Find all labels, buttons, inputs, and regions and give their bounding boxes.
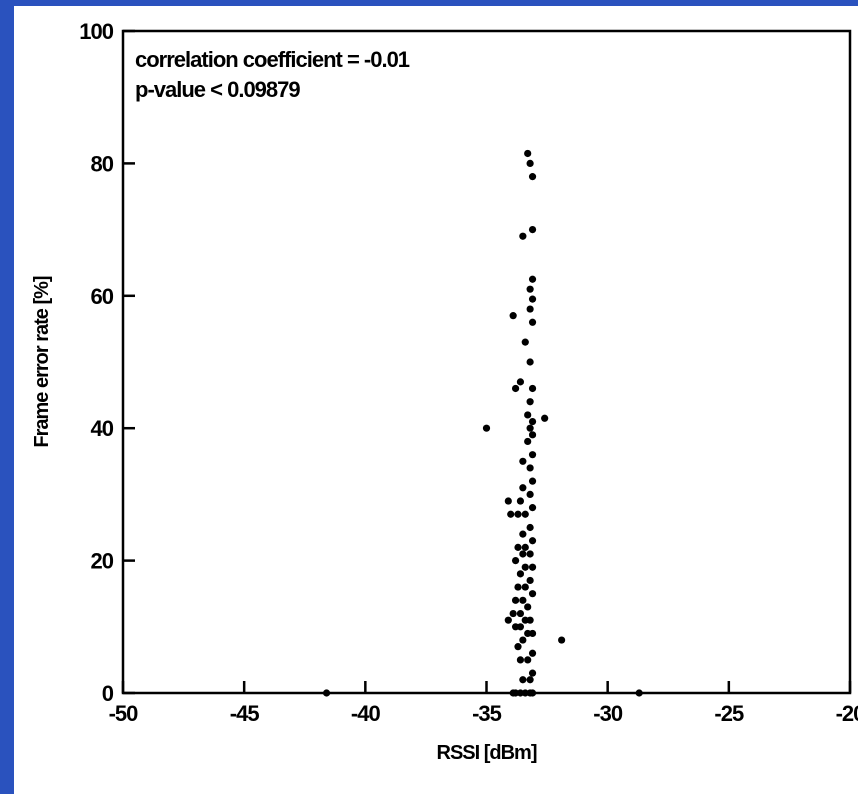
data-point-73 [526, 285, 534, 293]
data-point-46 [521, 510, 529, 518]
data-point-74 [528, 275, 537, 283]
data-point-7 [635, 689, 643, 697]
data-point-0 [322, 689, 331, 697]
data-point-43 [526, 523, 534, 532]
data-point-53 [526, 464, 534, 472]
x-tick-label-5: -25 [714, 701, 744, 726]
data-point-35 [528, 563, 537, 571]
data-point-57 [528, 431, 537, 439]
data-point-45 [514, 510, 522, 518]
chart-panel: -50 -45 -40 -35 -30 -25 -20 0 20 40 60 80 100 RSSI [d… [14, 6, 858, 794]
x-tick-label-2: -40 [351, 701, 381, 726]
data-point-78 [526, 159, 534, 167]
data-point-27 [511, 596, 520, 604]
data-point-13 [528, 649, 537, 657]
data-point-67 [526, 358, 534, 366]
y-axis-title: Frame error rate [%] [31, 276, 53, 448]
data-point-69 [509, 312, 517, 320]
data-point-47 [528, 504, 537, 512]
data-point-10 [528, 669, 537, 677]
x-axis-title: RSSI [dBm] [437, 742, 537, 764]
data-point-76 [528, 226, 537, 234]
data-point-77 [528, 173, 537, 181]
data-point-18 [528, 629, 537, 638]
data-point-66 [528, 384, 537, 393]
data-point-70 [528, 318, 537, 326]
data-point-37 [519, 550, 527, 558]
data-point-36 [511, 557, 520, 565]
data-point-26 [524, 603, 532, 611]
data-point-52 [528, 477, 537, 485]
data-point-22 [526, 616, 534, 624]
data-point-33 [516, 570, 525, 578]
data-point-24 [509, 609, 517, 618]
y-tick-label-4: 80 [91, 151, 114, 176]
data-point-60 [528, 417, 537, 426]
y-tick-label-1: 20 [91, 549, 114, 574]
data-point-68 [521, 338, 529, 346]
data-point-63 [526, 398, 534, 406]
plot-frame [121, 29, 852, 695]
x-tick-label-4: -30 [593, 701, 623, 726]
data-point-79 [524, 149, 532, 158]
data-point-54 [519, 457, 527, 465]
scatter-chart: -50 -45 -40 -35 -30 -25 -20 0 20 40 60 80 100 RSSI [d… [31, 19, 858, 764]
data-point-55 [528, 451, 537, 459]
data-point-75 [519, 232, 527, 240]
y-tick-label-0: 0 [102, 681, 114, 706]
annotation-0: correlation coefficient = -0.01 [135, 47, 410, 72]
data-point-59 [526, 424, 534, 432]
data-point-50 [526, 490, 534, 498]
data-point-20 [516, 623, 525, 631]
data-point-29 [528, 590, 537, 598]
data-point-51 [519, 484, 527, 492]
data-point-15 [514, 643, 522, 651]
data-point-31 [521, 583, 529, 591]
data-point-62 [541, 414, 549, 422]
x-tick-label-1: -45 [230, 701, 260, 726]
data-point-11 [516, 656, 525, 664]
data-point-64 [511, 384, 520, 393]
x-tick-label-6: -20 [836, 701, 858, 726]
data-point-40 [521, 543, 529, 551]
data-point-30 [514, 583, 522, 591]
data-point-71 [526, 305, 534, 313]
data-point-6 [528, 689, 537, 697]
data-point-61 [524, 411, 532, 419]
y-tick-label-5: 100 [79, 19, 113, 44]
data-point-41 [528, 537, 537, 545]
x-tick-label-3: -35 [472, 701, 502, 726]
data-point-42 [519, 530, 527, 538]
data-point-34 [521, 563, 529, 571]
data-point-65 [516, 378, 525, 386]
y-tick-label-3: 60 [91, 284, 114, 309]
data-point-39 [514, 543, 522, 551]
data-point-25 [516, 609, 525, 618]
data-point-44 [507, 510, 515, 518]
annotation-1: p-value < 0.09879 [135, 77, 300, 102]
data-point-38 [526, 550, 534, 558]
data-point-12 [524, 656, 532, 664]
x-tick-label-0: -50 [109, 701, 139, 726]
data-point-72 [528, 295, 537, 303]
data-point-16 [519, 636, 527, 644]
data-point-28 [519, 596, 527, 604]
y-tick-label-2: 40 [91, 416, 114, 441]
data-point-49 [516, 497, 525, 505]
data-point-58 [482, 424, 491, 432]
data-point-8 [519, 676, 527, 684]
data-point-14 [558, 636, 566, 644]
data-point-32 [526, 576, 534, 585]
data-point-48 [504, 497, 512, 505]
data-point-23 [504, 616, 512, 624]
data-point-56 [524, 437, 532, 446]
data-point-9 [526, 676, 534, 684]
